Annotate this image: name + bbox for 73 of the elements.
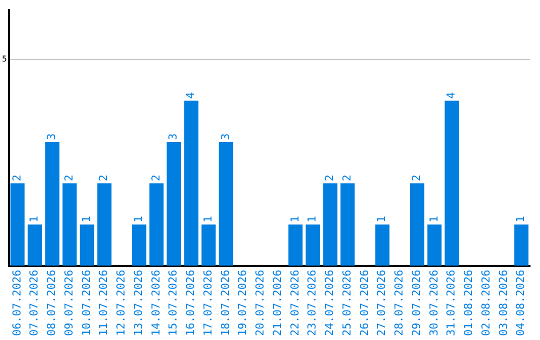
x-tick-label: 02.08.2026 xyxy=(479,270,492,336)
data-label: 3 xyxy=(45,133,58,140)
data-label: 1 xyxy=(28,216,41,223)
data-label: 2 xyxy=(149,174,162,182)
x-tick-label: 07.07.2026 xyxy=(28,270,41,336)
x-tick-label: 26.07.2026 xyxy=(358,270,371,336)
data-label: 1 xyxy=(80,216,93,223)
bar xyxy=(444,100,459,266)
x-tick-label: 15.07.2026 xyxy=(166,270,180,336)
data-label: 4 xyxy=(184,92,198,99)
data-label: 2 xyxy=(410,174,423,182)
x-tick-label: 24.07.2026 xyxy=(323,270,336,336)
data-label: 2 xyxy=(323,174,336,182)
bar xyxy=(323,183,338,266)
x-tick-label: 06.07.2026 xyxy=(10,270,24,336)
bar xyxy=(10,183,25,266)
bar xyxy=(45,142,60,266)
data-label: 2 xyxy=(62,174,76,182)
x-tick-label: 03.08.2026 xyxy=(496,270,510,336)
bar xyxy=(149,183,164,266)
data-label: 1 xyxy=(375,216,388,223)
data-label: 1 xyxy=(514,216,528,223)
x-tick-label: 01.08.2026 xyxy=(462,270,476,336)
bar xyxy=(184,100,198,266)
bar xyxy=(340,183,355,266)
bar xyxy=(62,183,77,266)
x-tick-label: 25.07.2026 xyxy=(340,270,354,336)
x-tick-label: 17.07.2026 xyxy=(201,270,214,336)
y-tick-label: 5 xyxy=(2,54,7,64)
x-tick-label: 28.07.2026 xyxy=(392,270,406,336)
data-label: 2 xyxy=(340,174,354,182)
x-tick-label: 21.07.2026 xyxy=(270,270,284,336)
x-tick-label: 12.07.2026 xyxy=(114,270,128,336)
x-tick-label: 20.07.2026 xyxy=(254,270,267,336)
x-tick-label: 19.07.2026 xyxy=(236,270,250,336)
data-label: 1 xyxy=(306,216,319,223)
bar xyxy=(132,224,146,266)
bar xyxy=(28,224,42,266)
bar xyxy=(166,142,181,266)
bar xyxy=(97,183,112,266)
data-label: 1 xyxy=(427,216,440,223)
x-tick-label: 04.08.2026 xyxy=(514,270,528,336)
data-label: 3 xyxy=(218,133,232,140)
x-tick-label: 09.07.2026 xyxy=(62,270,76,336)
x-tick-label: 08.07.2026 xyxy=(45,270,58,336)
bar xyxy=(427,224,442,266)
bar xyxy=(375,224,390,266)
x-tick-label: 18.07.2026 xyxy=(218,270,232,336)
x-tick-label: 23.07.2026 xyxy=(306,270,319,336)
data-label: 4 xyxy=(444,92,458,99)
bar xyxy=(201,224,216,266)
data-label: 2 xyxy=(10,174,24,182)
x-tick-label: 16.07.2026 xyxy=(184,270,198,336)
x-tick-label: 11.07.2026 xyxy=(97,270,110,336)
data-label: 1 xyxy=(201,216,214,223)
bar xyxy=(514,224,528,266)
data-label: 3 xyxy=(166,133,180,140)
x-tick-label: 27.07.2026 xyxy=(375,270,388,336)
x-tick-label: 30.07.2026 xyxy=(427,270,440,336)
bar xyxy=(410,183,424,266)
bar xyxy=(80,224,94,266)
data-label: 1 xyxy=(132,216,145,223)
x-tick-label: 31.07.2026 xyxy=(444,270,458,336)
data-label: 1 xyxy=(288,216,302,223)
data-label: 2 xyxy=(97,174,110,182)
x-tick-label: 14.07.2026 xyxy=(149,270,162,336)
x-tick-label: 22.07.2026 xyxy=(288,270,302,336)
bar xyxy=(288,224,303,266)
bar xyxy=(218,142,234,266)
x-tick-label: 13.07.2026 xyxy=(132,270,145,336)
bar xyxy=(306,224,320,266)
x-tick-label: 29.07.2026 xyxy=(410,270,423,336)
x-tick-label: 10.07.2026 xyxy=(80,270,93,336)
